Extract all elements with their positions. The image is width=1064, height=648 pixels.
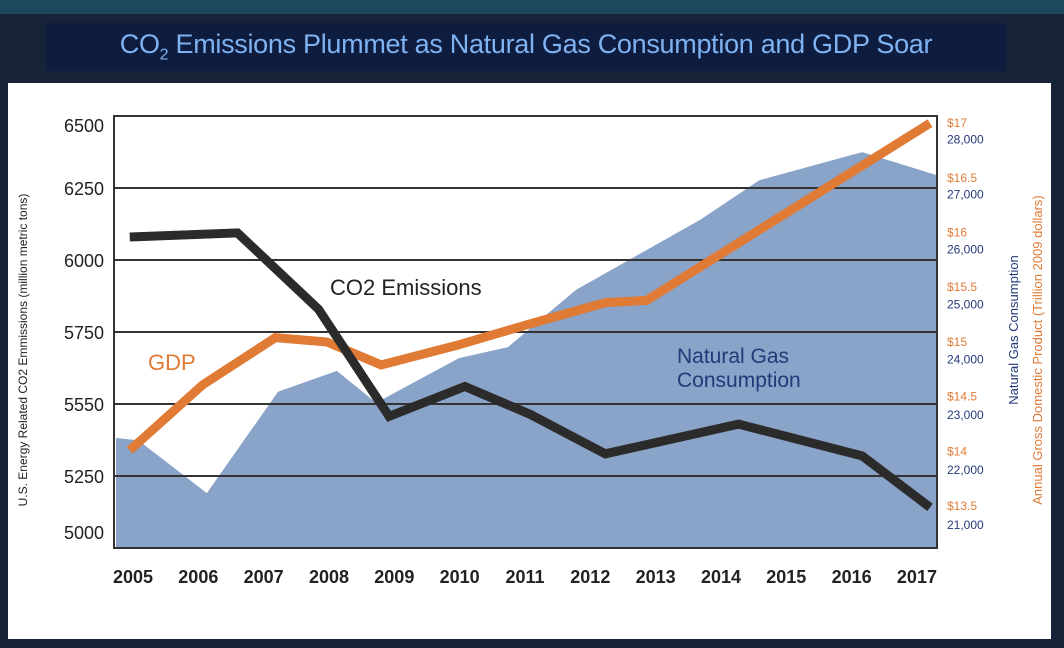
left-tick-label: 6500 [64, 116, 104, 136]
series-line-gdp [126, 119, 933, 454]
gdp-axis-label: Annual Gross Domestic Product (Trillion … [1030, 195, 1045, 504]
gdp-tick-label: $16.5 [947, 171, 977, 185]
left-tick-label: 5250 [64, 467, 104, 487]
annotation-gdp: GDP [148, 350, 196, 375]
gas-tick-label: 22,000 [947, 463, 984, 477]
x-tick-label: 2006 [178, 567, 218, 587]
gas-tick-label: 27,000 [947, 187, 984, 201]
gas-tick-label: 21,000 [947, 518, 984, 532]
x-tick-label: 2010 [440, 567, 480, 587]
series-line-co2 [129, 228, 933, 511]
gas-axis-label: Natural Gas Consumption [1006, 255, 1021, 405]
annotation-co2: CO2 Emissions [330, 275, 482, 300]
x-tick-label: 2007 [244, 567, 284, 587]
x-tick-label: 2009 [374, 567, 414, 587]
title-rest: Emissions Plummet as Natural Gas Consump… [168, 29, 933, 60]
left-tick-label: 6000 [64, 251, 104, 271]
x-tick-label: 2011 [505, 567, 544, 587]
gas-tick-label: 23,000 [947, 408, 984, 422]
annotation-gas-2: Consumption [677, 369, 801, 392]
gdp-tick-label: $16 [947, 226, 967, 240]
left-tick-label: 5750 [64, 323, 104, 343]
x-tick-label: 2014 [701, 567, 741, 587]
gdp-tick-label: $13.5 [947, 499, 977, 513]
left-tick-label: 5550 [64, 395, 104, 415]
gas-tick-label: 25,000 [947, 298, 984, 312]
x-tick-label: 2015 [766, 567, 806, 587]
gas-tick-label: 28,000 [947, 132, 984, 146]
gdp-tick-label: $17 [947, 116, 967, 130]
left-axis-label: U.S. Energy Related CO2 Emmissions (mill… [16, 194, 30, 507]
left-tick-label: 6250 [64, 179, 104, 199]
gdp-tick-label: $14.5 [947, 390, 977, 404]
plot-border [113, 115, 938, 549]
series-area-natural-gas [116, 152, 937, 548]
title-prefix: CO [119, 29, 160, 60]
gas-tick-label: 24,000 [947, 353, 984, 367]
title-box: CO2 Emissions Plummet as Natural Gas Con… [46, 23, 1006, 71]
annotation-gas-1: Natural Gas [677, 345, 789, 368]
x-tick-label: 2016 [832, 567, 872, 587]
x-tick-label: 2017 [897, 567, 937, 587]
gdp-tick-label: $15 [947, 335, 967, 349]
x-tick-label: 2008 [309, 567, 349, 587]
x-tick-label: 2012 [570, 567, 610, 587]
x-tick-label: 2013 [636, 567, 676, 587]
gas-tick-label: 26,000 [947, 243, 984, 257]
title-subscript: 2 [159, 46, 169, 64]
left-tick-label: 5000 [64, 523, 104, 543]
chart-title: CO2 Emissions Plummet as Natural Gas Con… [119, 29, 933, 64]
x-tick-label: 2005 [113, 567, 153, 587]
gdp-tick-label: $15.5 [947, 280, 977, 294]
gdp-tick-label: $14 [947, 444, 967, 458]
